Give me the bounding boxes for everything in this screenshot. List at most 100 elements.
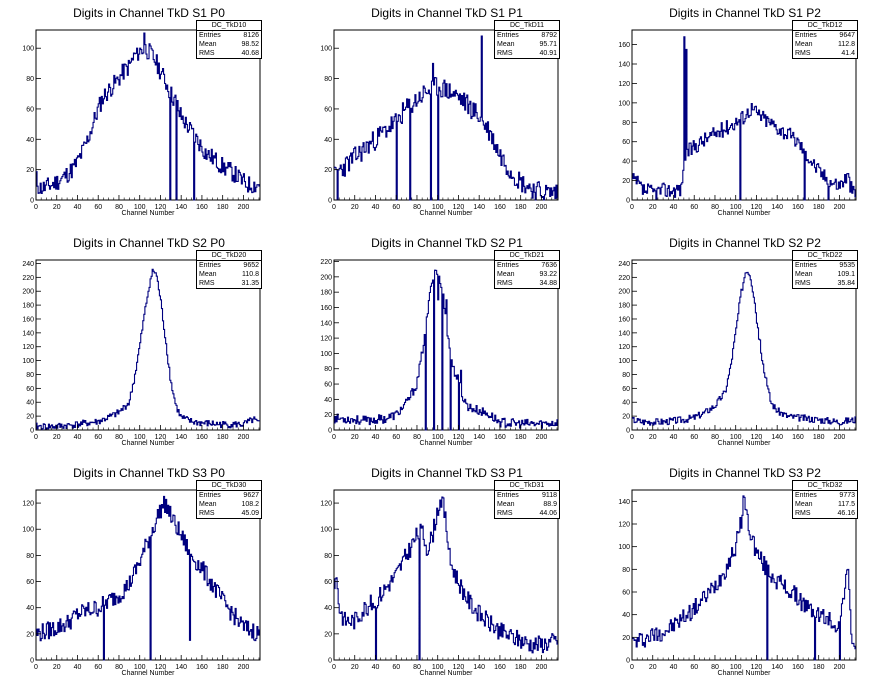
x-tick-label: 20	[649, 204, 657, 211]
x-tick-label: 60	[690, 434, 698, 441]
stats-label-mean: Mean	[199, 501, 217, 508]
stats-histogram-name: DC_TkD10	[197, 21, 261, 31]
stats-label-rms: RMS	[199, 50, 215, 57]
y-tick-label: 80	[26, 372, 34, 379]
y-tick-label: 0	[626, 198, 630, 205]
y-tick-label: 140	[618, 499, 630, 506]
histogram-plot: 0 20 40 60 80 100 120 140 160 180 200 0 20 40 60 80 100 1…	[618, 29, 857, 211]
x-tick-label: 140	[771, 434, 783, 441]
histogram-plot: 0 20 40 60 80 100 120 140 160 180 200 0 20 40 60 80 100 1…	[320, 489, 559, 671]
histogram-panel: Digits in Channel TkD S2 P0 0 20 40 60 80 100 1…	[0, 230, 298, 460]
x-tick-label: 200	[238, 204, 250, 211]
y-tick-label: 140	[320, 320, 332, 327]
x-axis-label: Channel Number	[717, 210, 771, 217]
x-axis-label: Channel Number	[419, 670, 473, 677]
y-tick-label: 60	[622, 386, 630, 393]
stats-label-entries: Entries	[497, 262, 519, 269]
plot-frame	[631, 489, 857, 661]
stats-label-entries: Entries	[199, 32, 221, 39]
x-tick-label: 0	[332, 434, 336, 441]
x-tick-label: 60	[94, 204, 102, 211]
x-axis-label: Channel Number	[717, 670, 771, 677]
stats-row-rms: RMS 46.16	[793, 509, 857, 518]
stats-histogram-name: DC_TkD31	[495, 481, 559, 491]
histogram-series	[36, 32, 260, 201]
stats-label-mean: Mean	[795, 271, 813, 278]
x-tick-label: 60	[94, 664, 102, 671]
x-tick-label: 20	[649, 664, 657, 671]
stats-row-mean: Mean 88.9	[495, 500, 559, 509]
stats-label-entries: Entries	[795, 32, 817, 39]
x-tick-label: 140	[175, 434, 187, 441]
stats-value-mean: 95.71	[539, 41, 557, 48]
stats-row-entries: Entries 9647	[793, 31, 857, 40]
x-tick-label: 120	[155, 204, 167, 211]
y-tick-label: 120	[320, 501, 332, 508]
y-tick-label: 0	[626, 428, 630, 435]
histogram-panel: Digits in Channel TkD S2 P2 0 20 40 60 80 100 1…	[596, 230, 894, 460]
x-tick-label: 160	[792, 434, 804, 441]
x-tick-label: 200	[834, 664, 846, 671]
x-tick-label: 200	[536, 204, 548, 211]
stats-label-mean: Mean	[795, 41, 813, 48]
x-tick-label: 200	[834, 434, 846, 441]
histogram-title: Digits in Channel TkD S2 P1	[371, 236, 523, 250]
x-tick-label: 120	[751, 434, 763, 441]
histogram-series	[334, 269, 558, 431]
x-tick-label: 120	[751, 664, 763, 671]
x-tick-label: 60	[392, 664, 400, 671]
y-tick-label: 180	[618, 303, 630, 310]
histogram-panel: Digits in Channel TkD S1 P2 0 20 40 60 80 100 1…	[596, 0, 894, 230]
x-tick-label: 100	[432, 434, 444, 441]
y-tick-label: 60	[622, 590, 630, 597]
x-tick-label: 40	[372, 434, 380, 441]
x-tick-label: 0	[630, 434, 634, 441]
y-tick-label: 20	[324, 412, 332, 419]
x-tick-label: 80	[115, 664, 123, 671]
y-tick-label: 100	[22, 358, 34, 365]
x-tick-label: 160	[494, 664, 506, 671]
stats-row-rms: RMS 35.84	[793, 279, 857, 288]
x-tick-label: 140	[473, 664, 485, 671]
stats-label-mean: Mean	[795, 501, 813, 508]
y-tick-label: 100	[22, 527, 34, 534]
x-tick-label: 60	[94, 434, 102, 441]
y-tick-label: 80	[622, 372, 630, 379]
x-tick-label: 180	[217, 664, 229, 671]
x-tick-label: 160	[792, 664, 804, 671]
x-tick-label: 120	[155, 434, 167, 441]
y-tick-label: 220	[320, 259, 332, 266]
x-tick-label: 80	[413, 434, 421, 441]
y-tick-label: 120	[618, 344, 630, 351]
y-tick-label: 60	[26, 106, 34, 113]
stats-value-rms: 41.4	[841, 50, 855, 57]
stats-row-entries: Entries 8126	[197, 31, 261, 40]
stats-box: DC_TkD22 Entries 9535 Mean 109.1 RMS 35.84	[792, 250, 858, 289]
x-tick-label: 40	[670, 204, 678, 211]
x-tick-label: 20	[649, 434, 657, 441]
x-axis-label: Channel Number	[419, 440, 473, 447]
x-tick-label: 160	[494, 434, 506, 441]
x-tick-label: 80	[115, 204, 123, 211]
x-tick-label: 80	[711, 664, 719, 671]
x-tick-label: 180	[813, 664, 825, 671]
y-tick-label: 200	[22, 289, 34, 296]
histogram-plot: 0 20 40 60 80 100 120 140 160 180 200 0 20 40 60 80 100 1…	[618, 259, 857, 441]
y-tick-label: 40	[26, 137, 34, 144]
stats-row-mean: Mean 95.71	[495, 40, 559, 49]
stats-label-mean: Mean	[497, 41, 515, 48]
histogram-series	[36, 268, 260, 431]
plot-frame	[35, 259, 261, 431]
stats-histogram-name: DC_TkD11	[495, 21, 559, 31]
stats-box: DC_TkD12 Entries 9647 Mean 112.8 RMS 41.4	[792, 20, 858, 59]
x-tick-label: 100	[134, 664, 146, 671]
stats-row-entries: Entries 7636	[495, 261, 559, 270]
x-tick-label: 40	[74, 204, 82, 211]
x-tick-label: 120	[155, 664, 167, 671]
x-tick-label: 140	[771, 204, 783, 211]
histogram-plot: 0 20 40 60 80 100 120 140 160 180 200 0 20 40 60 80 100 1…	[22, 259, 261, 441]
y-tick-label: 120	[618, 522, 630, 529]
histogram-title: Digits in Channel TkD S3 P1	[371, 466, 523, 480]
y-tick-label: 60	[622, 139, 630, 146]
x-tick-label: 20	[53, 664, 61, 671]
